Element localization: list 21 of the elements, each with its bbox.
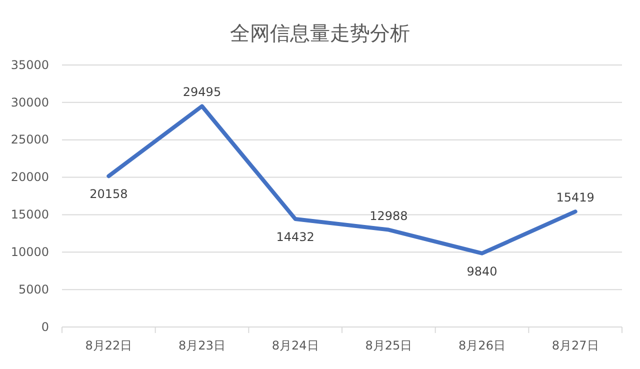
- x-tick-label: 8月26日: [458, 338, 506, 353]
- x-tick-label: 8月25日: [365, 338, 412, 353]
- y-tick-label: 10000: [10, 244, 49, 259]
- data-label: 29495: [182, 85, 222, 100]
- y-tick-label: 35000: [10, 58, 49, 72]
- y-tick-label: 30000: [10, 95, 49, 110]
- chart-title: 全网信息量走势分析: [230, 21, 410, 45]
- y-tick-label: 25000: [10, 132, 49, 147]
- y-tick-label: 5000: [18, 282, 49, 296]
- x-tick-label: 8月22日: [85, 338, 132, 353]
- y-tick-label: 0: [41, 320, 49, 334]
- data-label: 15419: [556, 190, 594, 205]
- x-tick-label: 8月23日: [178, 338, 226, 353]
- data-label: 20158: [90, 187, 128, 202]
- y-tick-label: 15000: [10, 208, 49, 222]
- data-label: 9840: [466, 264, 498, 278]
- x-tick-label: 8月27日: [552, 338, 599, 353]
- x-tick-label: 8月24日: [272, 338, 319, 353]
- y-tick-label: 20000: [10, 170, 49, 184]
- data-label: 12988: [370, 208, 408, 223]
- data-label: 14432: [276, 230, 314, 244]
